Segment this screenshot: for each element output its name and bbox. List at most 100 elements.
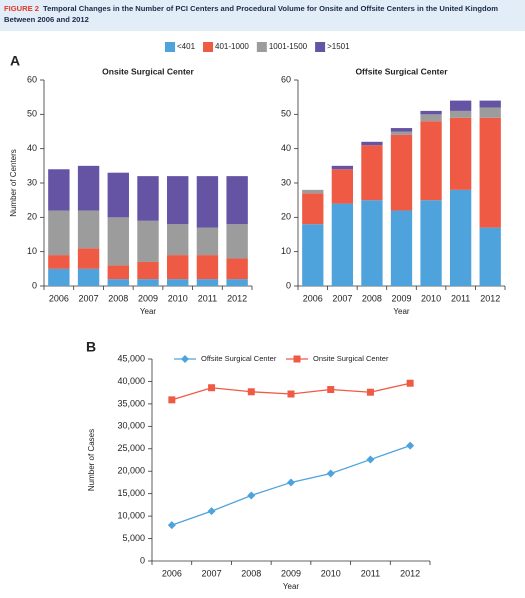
bar-segment (479, 100, 501, 108)
marker (287, 390, 295, 398)
figure-title: Temporal Changes in the Number of PCI Ce… (4, 4, 499, 24)
bar-segment (420, 121, 442, 201)
y-tick-label: 5,000 (122, 533, 145, 543)
marker (326, 469, 335, 478)
bar-segment (331, 169, 354, 204)
bar-segment (137, 261, 159, 280)
panel-label: A (10, 53, 20, 69)
bar-segment (449, 117, 472, 190)
y-tick-label: 0 (32, 280, 37, 290)
marker (366, 455, 375, 464)
legend-label: 1001-1500 (269, 42, 308, 51)
marker (406, 379, 414, 387)
bar-segment (107, 172, 129, 218)
chart-title: Offsite Surgical Center (355, 66, 448, 76)
bar-segment (302, 189, 324, 194)
x-tick-label: 2007 (332, 293, 352, 303)
chart-title: Onsite Surgical Center (102, 66, 194, 76)
bar-segment (479, 227, 501, 286)
bar-segment (226, 279, 248, 286)
bar-segment (361, 141, 383, 146)
bar-segment (390, 131, 413, 135)
y-tick-label: 30 (281, 177, 291, 187)
marker (406, 441, 415, 450)
bar-segment (390, 134, 413, 211)
x-tick-label: 2011 (451, 293, 470, 303)
x-tick-label: 2006 (303, 293, 323, 303)
y-tick-label: 20 (27, 212, 37, 222)
x-tick-label: 2009 (281, 568, 301, 578)
y-tick-label: 10,000 (117, 510, 145, 520)
x-tick-label: 2009 (138, 293, 158, 303)
x-tick-label: 2012 (400, 568, 420, 578)
marker (207, 507, 216, 516)
bar-segment (420, 114, 442, 122)
legend-swatch (203, 42, 214, 52)
x-tick-label: 2011 (198, 293, 217, 303)
bar-segment (390, 128, 413, 132)
bar-segment (331, 203, 354, 286)
legend-marker (181, 355, 189, 363)
bar-segment (196, 255, 219, 280)
legend-label: Offsite Surgical Center (201, 354, 277, 363)
y-tick-label: 30,000 (117, 421, 145, 431)
x-tick-label: 2008 (241, 568, 261, 578)
bar-segment (390, 210, 413, 286)
bar-segment (361, 145, 383, 201)
y-tick-label: 50 (27, 109, 37, 119)
x-tick-label: 2010 (168, 293, 188, 303)
marker (168, 396, 176, 404)
panel-label: B (86, 339, 96, 355)
y-tick-label: 30 (27, 177, 37, 187)
bar-segment (107, 279, 129, 286)
bar-segment (48, 255, 70, 269)
x-tick-label: 2012 (227, 293, 247, 303)
y-axis-label: Number of Centers (9, 149, 18, 217)
y-tick-label: 40,000 (117, 376, 145, 386)
y-tick-label: 25,000 (117, 443, 145, 453)
figure-label: FIGURE 2 (4, 4, 40, 13)
legend-marker (293, 355, 301, 363)
figure-header: FIGURE 2 Temporal Changes in the Number o… (0, 0, 525, 31)
legend-label: >1501 (327, 42, 350, 51)
x-tick-label: 2006 (49, 293, 69, 303)
x-tick-label: 2007 (79, 293, 99, 303)
x-tick-label: 2008 (108, 293, 128, 303)
x-axis-label: Year (140, 307, 157, 316)
bar-segment (196, 176, 219, 228)
bar-segment (420, 200, 442, 286)
x-tick-label: 2011 (361, 568, 380, 578)
x-tick-label: 2012 (480, 293, 500, 303)
x-tick-label: 2010 (321, 568, 341, 578)
x-axis-label: Year (393, 307, 410, 316)
y-tick-label: 10 (27, 246, 37, 256)
bar-segment (196, 227, 219, 256)
y-tick-label: 40 (27, 143, 37, 153)
bar-segment (77, 248, 100, 269)
y-tick-label: 0 (140, 555, 145, 565)
bar-segment (48, 169, 70, 211)
bar-segment (107, 265, 129, 280)
y-tick-label: 0 (286, 280, 291, 290)
marker (287, 478, 295, 487)
bar-segment (479, 107, 501, 118)
bar-segment (420, 110, 442, 115)
bar-segment (77, 268, 100, 286)
y-tick-label: 35,000 (117, 398, 145, 408)
bar-segment (48, 268, 70, 286)
legend-label: <401 (177, 42, 196, 51)
bar-segment (479, 117, 501, 228)
bar-segment (137, 279, 159, 286)
bar-segment (167, 176, 189, 225)
bar-segment (226, 224, 248, 259)
x-tick-label: 2010 (421, 293, 441, 303)
legend-label: Onsite Surgical Center (313, 354, 389, 363)
legend-label: 401-1000 (215, 42, 249, 51)
y-tick-label: 10 (281, 246, 291, 256)
bar-segment (449, 100, 472, 111)
x-tick-label: 2009 (391, 293, 411, 303)
y-tick-label: 60 (27, 74, 37, 84)
marker (327, 386, 335, 394)
bar-segment (449, 110, 472, 118)
